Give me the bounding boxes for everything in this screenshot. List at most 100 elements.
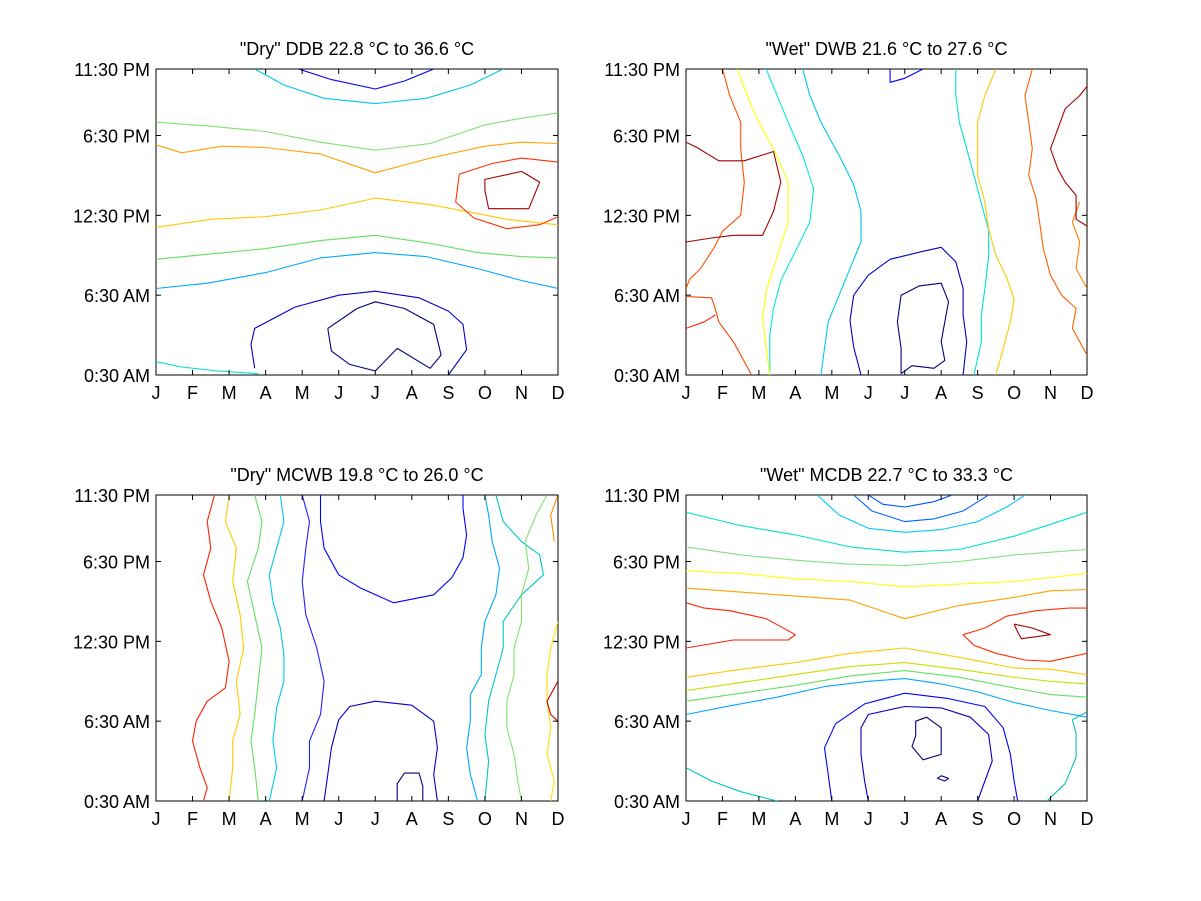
x-tick-label: F bbox=[187, 383, 198, 403]
panel-title: "Dry" DDB 22.8 °C to 36.6 °C bbox=[240, 39, 474, 59]
contour-line-8 bbox=[156, 112, 558, 151]
x-tick-label: M bbox=[824, 809, 839, 829]
y-tick-label: 11:30 PM bbox=[74, 486, 150, 506]
contour-line-3 bbox=[889, 69, 924, 83]
x-tick-label: J bbox=[682, 383, 691, 403]
contour-line-13 bbox=[191, 495, 230, 801]
contour-line-16 bbox=[686, 647, 1087, 678]
contour-line-11 bbox=[686, 511, 1087, 553]
x-tick-label: M bbox=[222, 809, 237, 829]
contour-line-11 bbox=[455, 157, 558, 230]
contour-line-6 bbox=[268, 495, 285, 801]
contour-line-7 bbox=[156, 234, 558, 260]
contour-panel-3: "Dry" MCWB 19.8 °C to 26.0 °C J F M A M J J A S O N… bbox=[73, 465, 565, 829]
contour-line-7 bbox=[686, 678, 1087, 718]
contour-line-17 bbox=[686, 587, 1087, 620]
y-tick-label: 0:30 AM bbox=[84, 366, 150, 386]
y-tick-label: 6:30 PM bbox=[613, 553, 680, 573]
plot-area bbox=[685, 68, 1088, 376]
contour-line-12 bbox=[1024, 69, 1087, 356]
x-tick-label: N bbox=[1044, 383, 1057, 403]
contour-line-6 bbox=[156, 361, 259, 375]
x-tick-label: M bbox=[295, 809, 310, 829]
x-tick-label: J bbox=[152, 383, 161, 403]
contour-lines bbox=[686, 495, 1087, 801]
panel-title: "Wet" MCDB 22.7 °C to 33.3 °C bbox=[760, 465, 1013, 485]
x-tick-label: A bbox=[260, 383, 272, 403]
y-tick-label: 6:30 PM bbox=[613, 127, 680, 147]
contour-line-13 bbox=[1071, 201, 1087, 289]
x-tick-label: A bbox=[406, 809, 418, 829]
contour-line-1 bbox=[896, 282, 950, 375]
contour-panel-2: "Wet" DWB 21.6 °C to 27.6 °C J F M A M J J A S O N D… bbox=[603, 39, 1094, 403]
x-tick-label: S bbox=[442, 383, 454, 403]
contour-line-10 bbox=[686, 295, 753, 375]
contour-line-12 bbox=[686, 670, 1087, 702]
x-tick-label: J bbox=[682, 809, 691, 829]
contour-line-11 bbox=[686, 314, 716, 329]
contour-line-18 bbox=[686, 602, 796, 649]
x-tick-label: S bbox=[442, 809, 454, 829]
x-tick-label: O bbox=[1007, 809, 1021, 829]
contour-line-19 bbox=[962, 607, 1087, 662]
contour-line-5 bbox=[466, 495, 501, 801]
y-tick-label: 6:30 PM bbox=[83, 553, 150, 573]
contour-line-3 bbox=[860, 705, 993, 801]
x-tick-label: A bbox=[406, 383, 418, 403]
x-tick-label: A bbox=[935, 383, 947, 403]
contour-line-1 bbox=[911, 716, 942, 761]
x-tick-label: S bbox=[972, 809, 984, 829]
y-tick-label: 12:30 PM bbox=[603, 632, 680, 652]
x-tick-label: D bbox=[1081, 383, 1094, 403]
contour-line-15 bbox=[1049, 85, 1087, 227]
contour-panel-4: "Wet" MCDB 22.7 °C to 33.3 °C J F M A M J J A S O N… bbox=[603, 465, 1094, 829]
plot-area bbox=[155, 494, 559, 802]
contour-line-20 bbox=[1013, 623, 1052, 640]
contour-line-2 bbox=[323, 700, 438, 801]
contour-line-9 bbox=[686, 69, 745, 289]
contour-line-9 bbox=[156, 197, 558, 228]
x-tick-label: S bbox=[972, 383, 984, 403]
x-tick-label: J bbox=[334, 809, 343, 829]
x-tick-label: J bbox=[152, 809, 161, 829]
x-tick-label: A bbox=[935, 809, 947, 829]
contour-line-9 bbox=[506, 495, 548, 801]
contour-line-8 bbox=[246, 495, 263, 801]
x-tick-label: M bbox=[824, 383, 839, 403]
x-tick-label: F bbox=[187, 809, 198, 829]
panel-title: "Wet" DWB 21.6 °C to 27.6 °C bbox=[766, 39, 1008, 59]
y-tick-label: 11:30 PM bbox=[604, 486, 680, 506]
plot-area bbox=[685, 494, 1088, 802]
contour-line-1 bbox=[327, 301, 442, 372]
contour-lines bbox=[686, 69, 1087, 375]
contour-line-8 bbox=[977, 69, 1015, 375]
x-tick-label: O bbox=[478, 809, 492, 829]
x-tick-label: O bbox=[478, 383, 492, 403]
contour-line-10 bbox=[156, 141, 558, 174]
contour-line-7 bbox=[484, 495, 544, 801]
y-tick-label: 11:30 PM bbox=[604, 60, 680, 80]
y-tick-label: 0:30 AM bbox=[84, 792, 150, 812]
y-tick-label: 11:30 PM bbox=[74, 60, 150, 80]
y-tick-label: 6:30 PM bbox=[83, 127, 150, 147]
y-tick-label: 0:30 AM bbox=[614, 792, 680, 812]
contour-line-3 bbox=[319, 495, 468, 604]
contour-line-5 bbox=[955, 69, 990, 375]
contour-line-11 bbox=[546, 621, 558, 801]
x-tick-label: J bbox=[900, 383, 909, 403]
x-tick-label: A bbox=[260, 809, 272, 829]
y-tick-label: 12:30 PM bbox=[73, 206, 150, 226]
y-tick-label: 12:30 PM bbox=[603, 206, 680, 226]
panel-title: "Dry" MCWB 19.8 °C to 26.0 °C bbox=[230, 465, 483, 485]
contour-line-3 bbox=[298, 69, 434, 90]
y-tick-label: 6:30 AM bbox=[614, 286, 680, 306]
contour-line-6 bbox=[765, 69, 815, 375]
contour-line-6 bbox=[853, 495, 989, 523]
contour-line-7 bbox=[736, 69, 789, 375]
contour-line-1 bbox=[396, 772, 424, 801]
contour-line-4 bbox=[823, 692, 1019, 801]
contour-line-5 bbox=[254, 69, 504, 105]
contour-line-13 bbox=[686, 546, 1087, 567]
x-tick-label: A bbox=[789, 383, 801, 403]
